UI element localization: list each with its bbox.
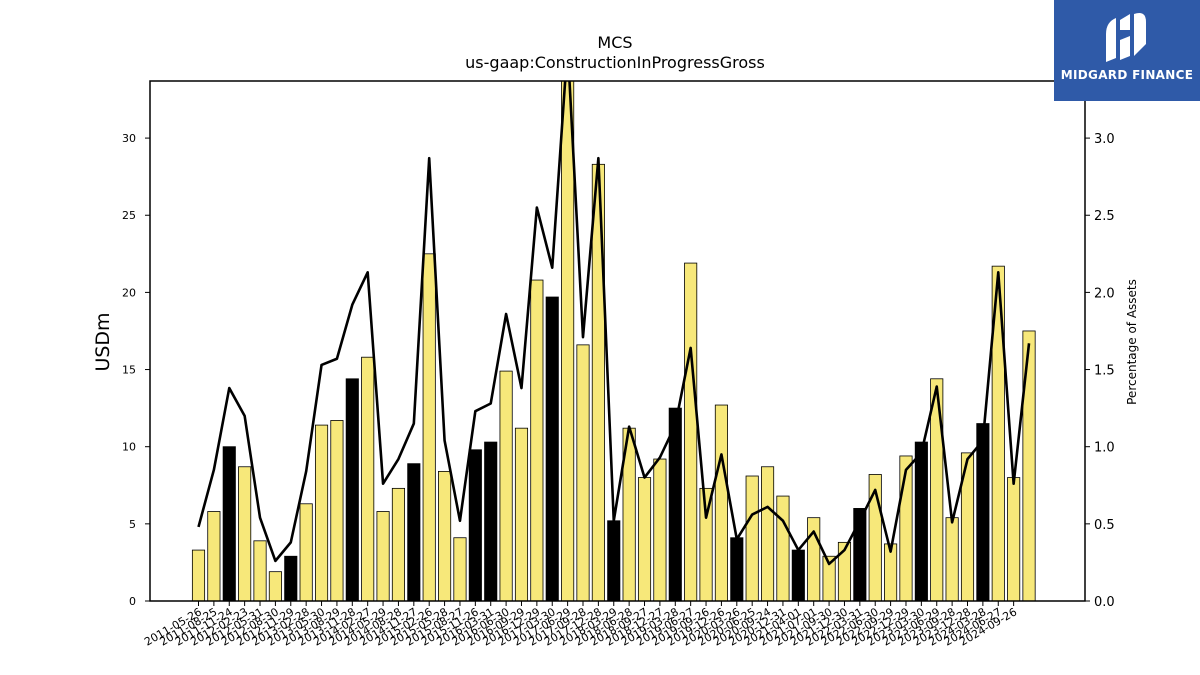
bar	[930, 378, 944, 601]
bar	[314, 424, 329, 601]
bar	[207, 511, 221, 601]
bar	[745, 475, 759, 601]
bar	[761, 466, 775, 601]
y-tick-label: 0	[129, 595, 136, 608]
y2-tick-label: 2.0	[1094, 286, 1115, 301]
y-tick-label: 25	[122, 209, 136, 222]
chart-subtitle: us-gaap:ConstructionInProgressGross	[465, 53, 765, 72]
y2-axis-label: Percentage of Assets	[1125, 279, 1139, 405]
bar	[545, 296, 559, 601]
bar	[945, 517, 959, 601]
bar	[853, 508, 867, 601]
y-tick-label: 30	[122, 132, 136, 145]
y2-tick-label: 1.5	[1094, 364, 1115, 379]
bar	[468, 449, 482, 601]
bar	[253, 540, 267, 601]
brand-logo: MIDGARD FINANCE	[1054, 0, 1200, 101]
bar	[684, 262, 698, 601]
bar	[1022, 330, 1036, 601]
bar	[791, 549, 805, 601]
y2-tick-label: 3.0	[1094, 132, 1115, 147]
y-tick-label: 20	[122, 286, 136, 299]
bar	[637, 477, 652, 601]
y-tick-label: 15	[122, 364, 136, 377]
y-axis-label: USDm	[92, 312, 114, 371]
bar	[730, 537, 744, 601]
bar	[484, 441, 498, 601]
bar	[361, 356, 375, 601]
bar	[299, 503, 313, 601]
y2-tick-label: 0.0	[1094, 595, 1115, 610]
bar	[668, 407, 682, 601]
bar	[976, 423, 990, 601]
bars-layer	[191, 81, 1036, 601]
bar	[268, 571, 282, 601]
bar	[376, 511, 390, 601]
bar	[407, 463, 421, 601]
bar	[284, 555, 298, 601]
bar	[330, 420, 344, 601]
bar	[1007, 477, 1021, 601]
bar	[453, 537, 467, 601]
bar	[914, 441, 928, 601]
bar	[438, 470, 452, 601]
brand-name: MIDGARD FINANCE	[1060, 68, 1194, 82]
line-layer	[197, 81, 1031, 566]
bar	[222, 446, 236, 601]
plot-frame	[149, 80, 1086, 602]
bar	[960, 452, 975, 601]
bar	[899, 455, 913, 601]
brand-logo-icon	[1106, 13, 1146, 62]
bar	[345, 378, 359, 601]
chart-title: MCS	[597, 33, 632, 52]
bar	[776, 495, 790, 601]
y-tick-label: 5	[129, 518, 136, 531]
y2-tick-label: 0.5	[1094, 518, 1115, 533]
bar	[653, 458, 667, 601]
bar	[561, 81, 575, 601]
bar	[530, 279, 544, 601]
bar	[391, 487, 405, 601]
bar	[822, 555, 836, 601]
bar	[991, 265, 1005, 601]
bar	[807, 517, 821, 601]
bar	[499, 370, 513, 601]
bar	[714, 404, 728, 601]
bar	[191, 549, 206, 601]
bar	[422, 253, 436, 601]
y-tick-label: 10	[122, 441, 136, 454]
y2-tick-label: 2.5	[1094, 209, 1115, 224]
percentage-line	[197, 81, 1031, 566]
y2-tick-label: 1.0	[1094, 441, 1115, 456]
bar	[514, 427, 529, 601]
axes-layer: 0510152025300.00.51.01.52.02.53.02011-05…	[122, 80, 1115, 649]
bar	[238, 466, 252, 601]
bar	[576, 344, 590, 601]
bar	[607, 520, 621, 601]
